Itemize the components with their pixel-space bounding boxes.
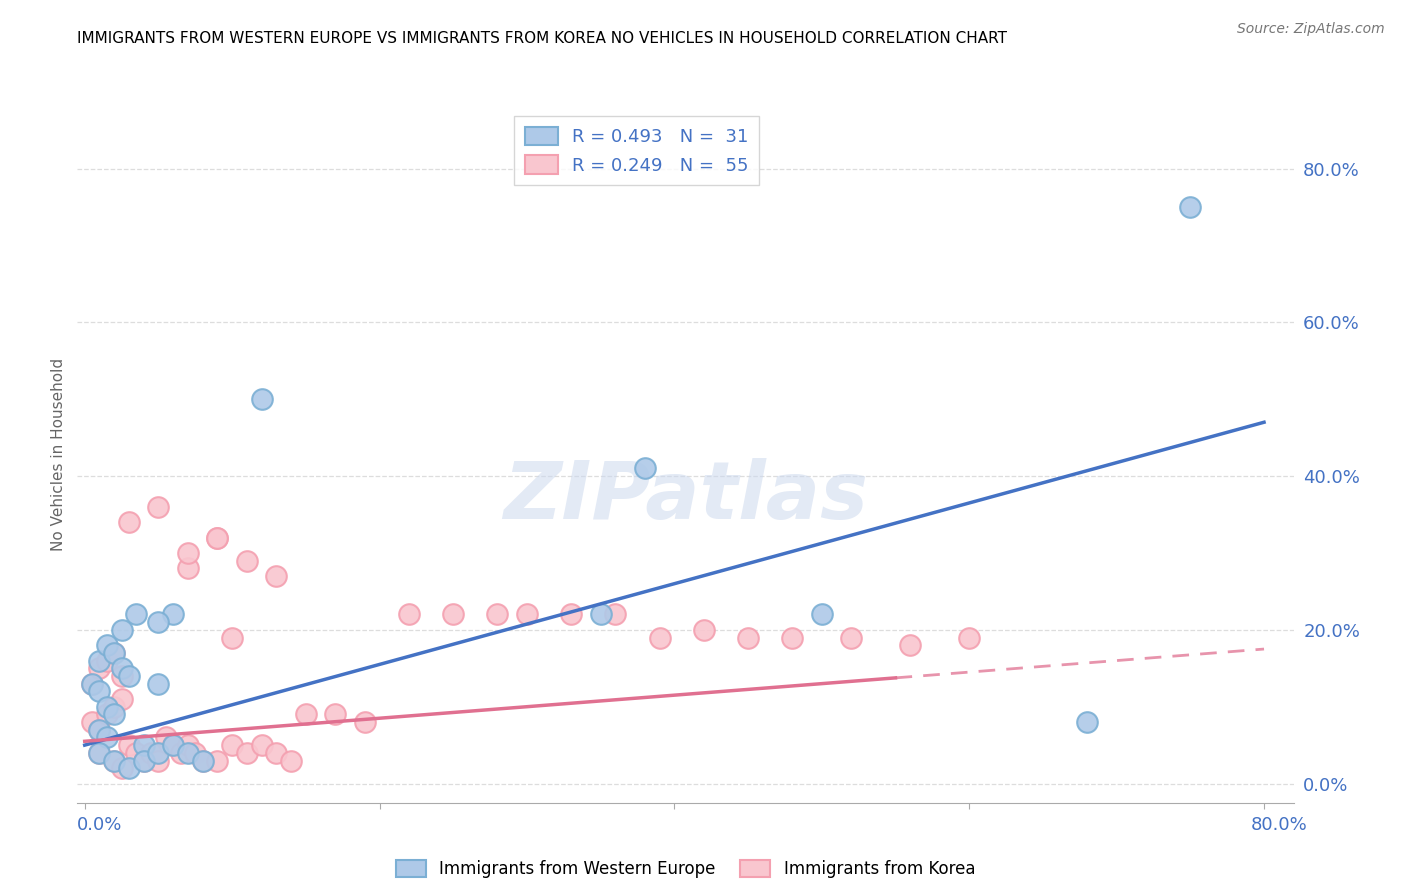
Point [266, 569, 288, 583]
Point [162, 738, 184, 752]
Point [162, 607, 184, 622]
Point [89, 723, 111, 737]
Point [184, 746, 207, 760]
Point [236, 554, 259, 568]
Point [221, 738, 243, 752]
Point [323, 707, 346, 722]
Point [266, 746, 288, 760]
Point [191, 754, 214, 768]
Point [560, 607, 582, 622]
Point [110, 623, 132, 637]
Point [103, 646, 125, 660]
Point [353, 715, 375, 730]
Point [177, 546, 200, 560]
Point [132, 754, 155, 768]
Point [648, 631, 671, 645]
Point [1180, 200, 1202, 214]
Text: 80.0%: 80.0% [1251, 816, 1308, 834]
Point [634, 461, 657, 475]
Point [207, 754, 229, 768]
Point [110, 661, 132, 675]
Point [169, 746, 191, 760]
Point [1076, 715, 1098, 730]
Point [110, 692, 132, 706]
Point [96, 731, 118, 745]
Text: IMMIGRANTS FROM WESTERN EUROPE VS IMMIGRANTS FROM KOREA NO VEHICLES IN HOUSEHOLD: IMMIGRANTS FROM WESTERN EUROPE VS IMMIGR… [77, 31, 1007, 46]
Point [177, 738, 200, 752]
Point [162, 738, 184, 752]
Point [103, 754, 125, 768]
Point [398, 607, 420, 622]
Point [207, 531, 229, 545]
Point [89, 723, 111, 737]
Point [110, 669, 132, 683]
Point [96, 699, 118, 714]
Point [118, 738, 141, 752]
Point [80, 676, 103, 690]
Point [236, 746, 259, 760]
Point [125, 607, 148, 622]
Point [132, 738, 155, 752]
Point [221, 631, 243, 645]
Point [80, 715, 103, 730]
Point [486, 607, 509, 622]
Text: 0.0%: 0.0% [77, 816, 122, 834]
Point [103, 707, 125, 722]
Point [80, 676, 103, 690]
Point [96, 654, 118, 668]
Point [103, 646, 125, 660]
Point [110, 761, 132, 775]
Point [810, 607, 832, 622]
Point [295, 707, 318, 722]
Point [89, 684, 111, 698]
Point [139, 746, 162, 760]
Point [589, 607, 612, 622]
Point [207, 531, 229, 545]
Point [125, 746, 148, 760]
Point [148, 615, 170, 629]
Point [957, 631, 980, 645]
Point [148, 754, 170, 768]
Point [118, 761, 141, 775]
Point [693, 623, 716, 637]
Text: ZIPatlas: ZIPatlas [503, 458, 868, 536]
Point [118, 669, 141, 683]
Point [782, 631, 804, 645]
Y-axis label: No Vehicles in Household: No Vehicles in Household [51, 359, 66, 551]
Point [132, 754, 155, 768]
Point [148, 676, 170, 690]
Point [839, 631, 862, 645]
Point [118, 515, 141, 529]
Point [441, 607, 464, 622]
Point [89, 661, 111, 675]
Point [103, 754, 125, 768]
Point [155, 731, 177, 745]
Point [898, 638, 921, 652]
Point [250, 738, 273, 752]
Point [96, 707, 118, 722]
Point [148, 500, 170, 514]
Point [605, 607, 627, 622]
Point [250, 392, 273, 407]
Point [96, 638, 118, 652]
Point [191, 754, 214, 768]
Point [89, 746, 111, 760]
Point [177, 561, 200, 575]
Point [280, 754, 302, 768]
Legend: R = 0.493   N =  31, R = 0.249   N =  55: R = 0.493 N = 31, R = 0.249 N = 55 [515, 116, 759, 186]
Point [103, 699, 125, 714]
Point [516, 607, 538, 622]
Point [148, 746, 170, 760]
Point [89, 746, 111, 760]
Point [89, 654, 111, 668]
Point [177, 746, 200, 760]
Point [737, 631, 759, 645]
Text: Source: ZipAtlas.com: Source: ZipAtlas.com [1237, 22, 1385, 37]
